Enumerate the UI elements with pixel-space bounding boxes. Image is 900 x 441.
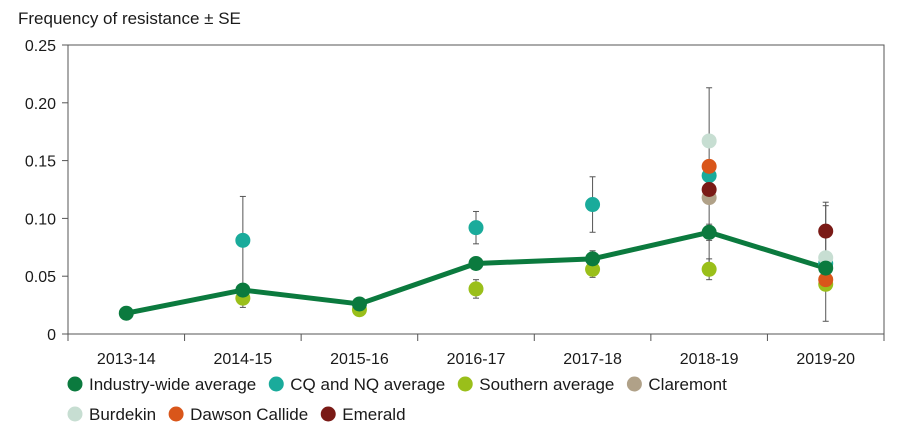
- data-point: [818, 272, 834, 288]
- data-point: [468, 255, 484, 271]
- legend-marker: [67, 376, 83, 392]
- data-point: [701, 133, 717, 149]
- legend-label: Industry-wide average: [89, 375, 256, 394]
- data-point: [235, 232, 251, 248]
- legend-label: CQ and NQ average: [290, 375, 445, 394]
- x-tick-label: 2016-17: [447, 351, 506, 368]
- data-point: [585, 197, 601, 213]
- x-tick-label: 2017-18: [563, 351, 622, 368]
- data-point: [818, 250, 834, 266]
- x-tick-label: 2019-20: [796, 351, 855, 368]
- x-axis: 2013-14 2014-15 2015-16 2016-17 2017-18 2018-…: [67, 334, 885, 368]
- legend-label: Dawson Callide: [190, 405, 308, 424]
- data-point: [351, 296, 367, 312]
- y-tick-label: 0.10: [25, 211, 56, 228]
- data-point: [818, 260, 834, 276]
- legend-label: Southern average: [479, 375, 614, 394]
- x-tick-label: 2014-15: [213, 351, 272, 368]
- legend-label: Emerald: [342, 405, 405, 424]
- data-point: [585, 251, 601, 267]
- y-tick-label: 0.25: [25, 38, 56, 55]
- y-tick-label: 0.15: [25, 154, 56, 171]
- data-point: [701, 224, 717, 240]
- data-point: [118, 305, 134, 321]
- legend-marker: [168, 406, 184, 422]
- x-tick-label: 2013-14: [97, 351, 156, 368]
- legend-marker: [320, 406, 336, 422]
- data-point: [701, 182, 717, 197]
- data-point: [701, 158, 717, 174]
- y-axis: 0 0.05 0.10 0.15 0.20 0.25: [25, 38, 68, 344]
- legend-label: Claremont: [648, 375, 727, 394]
- series-line: [125, 229, 827, 316]
- legend-marker: [268, 376, 284, 392]
- y-axis-title: Frequency of resistance ± SE: [18, 9, 241, 28]
- data-point: [585, 261, 601, 277]
- error-bars: [239, 87, 829, 322]
- y-tick-label: 0.05: [25, 269, 56, 286]
- legend: Industry-wide average CQ and NQ average So…: [67, 375, 727, 424]
- legend-marker: [626, 376, 642, 392]
- legend-label: Burdekin: [89, 405, 156, 424]
- y-tick-label: 0.20: [25, 96, 56, 113]
- data-point: [701, 261, 717, 277]
- legend-marker: [67, 406, 83, 422]
- x-tick-label: 2018-19: [680, 351, 739, 368]
- data-point: [468, 220, 484, 236]
- plot-frame: [67, 44, 885, 335]
- data-points: [118, 133, 834, 321]
- x-tick-label: 2015-16: [330, 351, 389, 368]
- y-tick-label: 0: [47, 327, 56, 344]
- data-point: [235, 282, 251, 298]
- legend-marker: [457, 376, 473, 392]
- data-point: [818, 223, 834, 239]
- data-point: [468, 281, 484, 297]
- series-lines: [125, 229, 827, 316]
